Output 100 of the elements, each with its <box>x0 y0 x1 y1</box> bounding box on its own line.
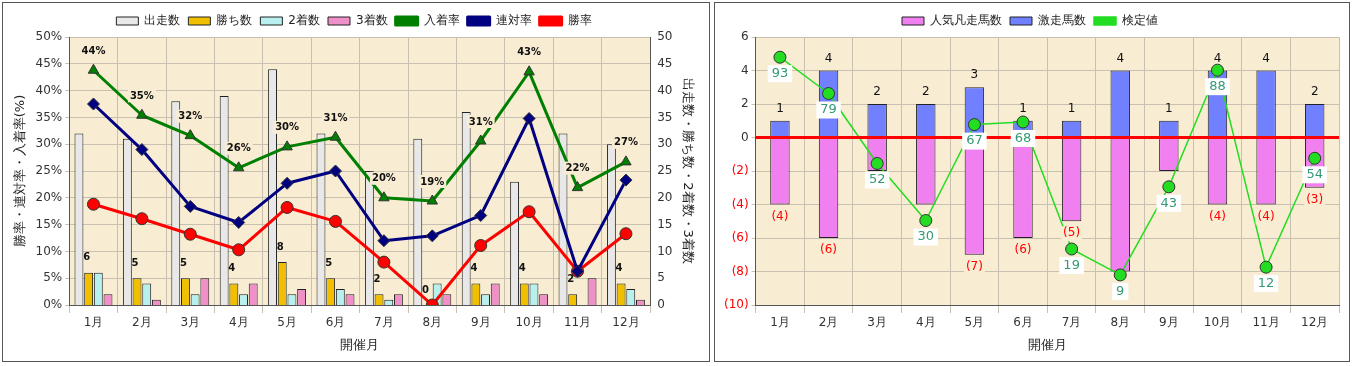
data-label: (7) <box>965 258 983 273</box>
data-label: 54 <box>1306 166 1323 182</box>
x-tick-label: 2月 <box>132 315 152 330</box>
x-tick-label: 4月 <box>915 315 936 330</box>
y-tick-label: 15% <box>35 216 63 231</box>
point <box>378 191 390 202</box>
x-tick-label: 9月 <box>470 315 491 330</box>
point <box>474 208 488 222</box>
data-label: 30 <box>917 228 935 244</box>
point <box>425 229 439 243</box>
x-tick-label: 10月 <box>515 315 543 330</box>
x-tick-label: 8月 <box>422 315 443 330</box>
point <box>426 194 439 205</box>
data-label: 1 <box>1067 100 1076 115</box>
point <box>967 118 981 132</box>
data-label: 5 <box>179 256 187 268</box>
data-label: 4 <box>1213 50 1222 65</box>
x-axis-title: 開催月 <box>340 336 380 352</box>
y2-tick-label: 0 <box>657 297 665 312</box>
data-label: 30% <box>275 121 300 133</box>
data-label: 43 <box>1160 194 1178 210</box>
data-label: 32% <box>178 110 203 122</box>
point <box>377 234 391 248</box>
legend-label: 入着率 <box>423 13 460 28</box>
y-tick-label: 5% <box>43 270 63 285</box>
x-tick-label: 8月 <box>1110 315 1131 330</box>
y-tick-label: 45% <box>35 55 63 70</box>
point <box>522 111 536 125</box>
data-label: 12 <box>1257 275 1275 291</box>
data-label: 4 <box>615 262 623 274</box>
data-label: 4 <box>470 262 478 274</box>
y-tick-label: 40% <box>35 82 63 97</box>
point <box>1162 180 1176 194</box>
y2-tick-label: 35 <box>657 109 673 124</box>
point <box>183 199 197 213</box>
point <box>822 87 836 100</box>
data-label: 8 <box>276 240 284 252</box>
legend-label: 検定値 <box>1122 13 1158 28</box>
point <box>280 176 294 190</box>
point <box>135 143 149 157</box>
data-label: (5) <box>1063 225 1081 240</box>
x-tick-label: 10月 <box>1203 315 1232 330</box>
point <box>1113 268 1127 282</box>
data-label: 31% <box>468 115 493 127</box>
point <box>329 164 342 178</box>
point <box>329 214 342 228</box>
x-tick-label: 12月 <box>1301 315 1329 330</box>
y-tick-label: 50% <box>35 29 63 44</box>
data-label: 31% <box>323 111 348 123</box>
y-tick-label: 4 <box>740 62 749 77</box>
data-label: 68 <box>1014 129 1032 145</box>
point <box>474 239 488 252</box>
x-tick-label: 3月 <box>180 315 201 330</box>
point <box>329 130 342 141</box>
data-label: 1 <box>776 100 784 115</box>
point <box>232 215 246 229</box>
data-label: (4) <box>1257 208 1275 223</box>
legend-label: 勝率 <box>567 13 592 28</box>
y-tick-label: 35% <box>35 109 63 124</box>
data-label: 35% <box>129 89 154 101</box>
legend-label: 連対率 <box>495 13 532 28</box>
data-label: 22% <box>565 162 590 174</box>
y2-tick-label: 10 <box>657 243 673 258</box>
data-label: 4 <box>1116 50 1125 65</box>
point <box>1259 260 1273 274</box>
data-label: 6 <box>83 251 91 263</box>
data-label: 4 <box>1262 50 1270 65</box>
data-label: 2 <box>567 272 575 284</box>
data-label: 3 <box>970 67 979 82</box>
x-tick-label: 5月 <box>964 315 985 330</box>
x-tick-label: 2月 <box>818 315 839 330</box>
data-label: (3) <box>1306 191 1324 206</box>
x-tick-label: 11月 <box>1252 315 1280 330</box>
legend-label: 3着数 <box>356 13 388 28</box>
point <box>571 181 584 192</box>
point <box>280 200 294 214</box>
data-label: 5 <box>131 256 139 268</box>
point <box>1065 242 1079 256</box>
data-label: 2 <box>873 84 881 99</box>
data-label: 19 <box>1063 256 1080 272</box>
point <box>523 65 535 76</box>
y2-tick-label: 20 <box>657 189 673 204</box>
data-label: (4) <box>771 208 789 223</box>
point <box>620 155 632 166</box>
point <box>232 243 246 257</box>
point <box>522 205 536 219</box>
point <box>619 173 633 187</box>
y2-axis-title: 出走数・勝ち数・2着数・3着数 <box>680 78 696 264</box>
y-tick-label: 20% <box>35 189 63 204</box>
data-label: 43% <box>517 46 542 58</box>
data-label: 4 <box>228 262 236 274</box>
data-label: 20% <box>371 172 396 184</box>
legend-label: 出走数 <box>144 13 181 28</box>
data-label: 2 <box>373 272 381 284</box>
y-tick-label: (6) <box>731 230 749 245</box>
legend-label: 2着数 <box>288 13 321 28</box>
x-tick-label: 1月 <box>83 315 104 330</box>
data-label: 88 <box>1209 78 1226 94</box>
y-tick-label: (10) <box>723 297 749 312</box>
point <box>1016 115 1030 129</box>
